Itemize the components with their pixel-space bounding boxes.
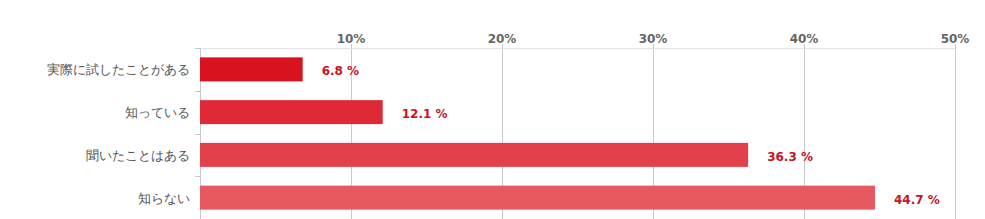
data-label: 36.3 % xyxy=(767,150,813,164)
bar xyxy=(200,100,383,124)
category-tick xyxy=(195,176,200,177)
category-label: 実際に試したことがある xyxy=(47,62,190,77)
chart-svg: 10% 20% 30% 40% 50% 実際に試したことがある 6.8 % 知っている 12.1… xyxy=(0,0,985,219)
bar xyxy=(200,57,303,81)
category-label: 知らない xyxy=(138,191,190,206)
data-label: 6.8 % xyxy=(322,64,359,78)
data-label: 44.7 % xyxy=(894,193,940,207)
bar xyxy=(200,143,748,167)
category-tick xyxy=(195,91,200,92)
tick-label: 20% xyxy=(488,32,517,46)
category-tick xyxy=(195,48,200,49)
category-label: 知っている xyxy=(125,105,190,120)
chart-container: 10% 20% 30% 40% 50% 実際に試したことがある 6.8 % 知っている 12.1… xyxy=(0,0,985,219)
bars xyxy=(200,57,875,209)
tick-label: 50% xyxy=(941,32,970,46)
x-axis-line xyxy=(200,48,955,49)
data-label: 12.1 % xyxy=(402,107,448,121)
grid-line xyxy=(955,44,956,219)
tick-label: 30% xyxy=(639,32,668,46)
bar xyxy=(200,186,875,210)
tick-label: 40% xyxy=(790,32,819,46)
category-tick xyxy=(195,134,200,135)
tick-label: 10% xyxy=(337,32,366,46)
category-label: 聞いたことはある xyxy=(86,148,190,163)
